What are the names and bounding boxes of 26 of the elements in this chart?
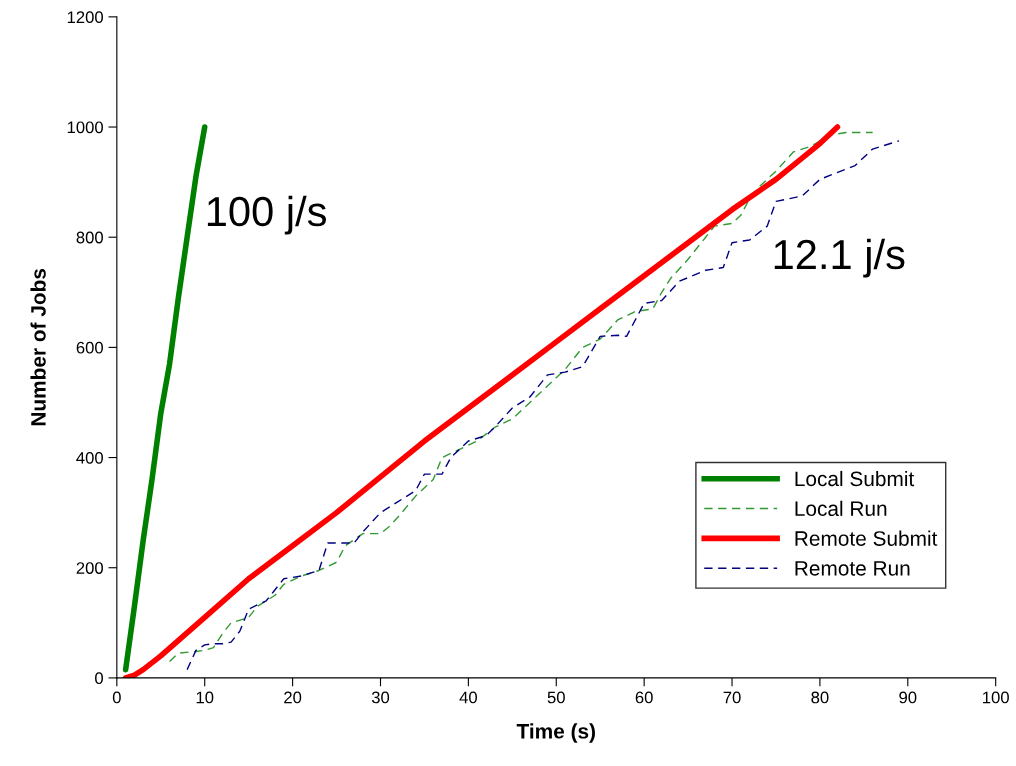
x-tick-label: 70 xyxy=(723,691,741,704)
x-tick-label: 30 xyxy=(371,691,390,704)
y-tick-label: 1200 xyxy=(67,11,103,24)
legend-label: Remote Submit xyxy=(795,530,938,546)
y-tick-label: 200 xyxy=(76,562,103,574)
x-tick-label: 10 xyxy=(196,691,214,704)
legend-label: Local Run xyxy=(795,500,887,517)
x-tick-label: 80 xyxy=(811,691,829,704)
legend-label: Local Submit xyxy=(795,470,915,487)
x-tick-label: 50 xyxy=(547,691,565,704)
x-tick-label: 20 xyxy=(284,691,302,704)
y-tick-label: 800 xyxy=(76,231,103,244)
y-tick-label: 600 xyxy=(76,341,103,354)
y-tick-label: 400 xyxy=(76,451,103,464)
x-tick-label: 60 xyxy=(635,691,653,704)
x-axis-title: Time (s) xyxy=(516,723,595,743)
x-tick-label: 0 xyxy=(112,691,121,704)
annotation: 12.1 j/s xyxy=(774,238,905,278)
x-tick-label: 40 xyxy=(459,691,477,704)
x-tick-label: 100 xyxy=(983,691,1009,704)
y-axis-title: Number of Jobs xyxy=(30,268,46,426)
legend-label: Remote Run xyxy=(795,561,910,576)
y-tick-label: 0 xyxy=(95,672,103,685)
x-tick-label: 90 xyxy=(899,691,917,704)
annotation: 100 j/s xyxy=(207,195,326,235)
y-tick-label: 1000 xyxy=(67,121,103,134)
